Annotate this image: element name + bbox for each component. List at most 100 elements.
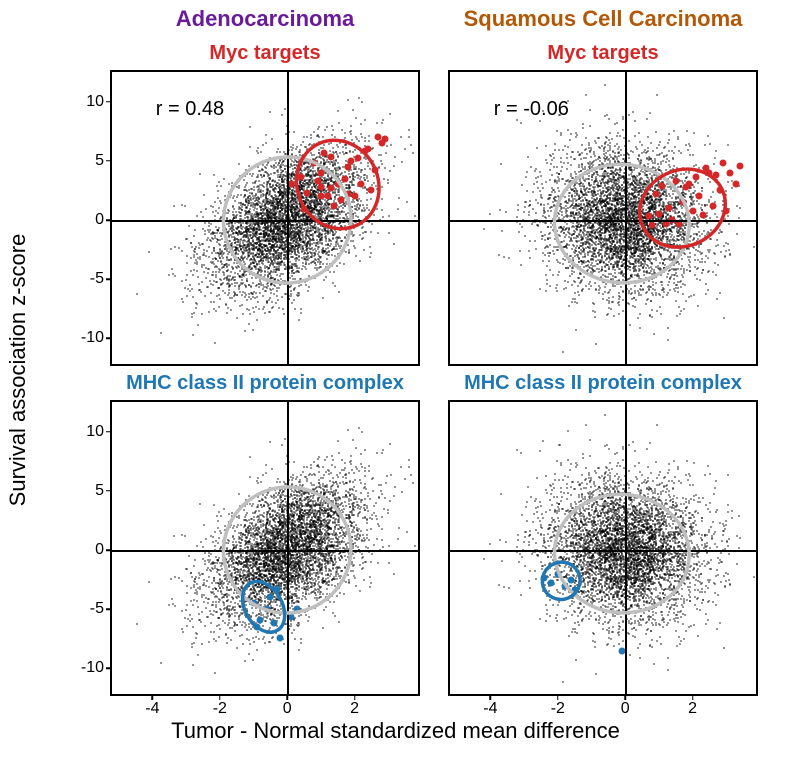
highlight-point: [645, 213, 652, 220]
column-header-text: Adenocarcinoma: [176, 6, 355, 31]
x-tick-label: -2: [213, 694, 227, 718]
panel-adeno-mhc: -10-50510-4-202: [110, 400, 420, 696]
highlight-point: [250, 600, 257, 607]
x-axis-label: Tumor - Normal standardized mean differe…: [171, 718, 620, 744]
highlight-point: [689, 207, 696, 214]
x-tick-label: 0: [283, 694, 292, 718]
column-header-squamous: Squamous Cell Carcinoma: [448, 6, 758, 32]
y-tick-label: 0: [95, 541, 112, 559]
highlight-point: [659, 182, 666, 189]
y-tick-label: 0: [95, 211, 112, 229]
highlight-point: [571, 587, 578, 594]
x-tick-label: 2: [688, 694, 697, 718]
panel-subtitle-myc-left: Myc targets: [110, 42, 420, 65]
column-header-text: Squamous Cell Carcinoma: [464, 6, 743, 31]
highlight-point: [328, 154, 335, 161]
highlight-point: [655, 211, 662, 218]
highlight-point: [548, 580, 555, 587]
y-tick-label: -10: [81, 659, 112, 677]
y-tick-label: -10: [81, 329, 112, 347]
x-tick-label: -2: [551, 694, 565, 718]
highlight-point: [331, 202, 338, 209]
zero-line-horizontal: [450, 550, 756, 552]
panel-subtitle-text: Myc targets: [547, 42, 658, 64]
highlight-point: [334, 181, 341, 188]
x-tick-label: -4: [145, 694, 159, 718]
highlight-point: [709, 202, 716, 209]
y-axis-label-text: Survival association z-score: [5, 234, 30, 507]
highlight-point: [324, 193, 331, 200]
zero-line-vertical: [287, 72, 289, 364]
highlight-point: [297, 174, 304, 181]
highlight-point: [317, 169, 324, 176]
highlight-point: [311, 160, 318, 167]
highlight-point: [713, 172, 720, 179]
y-tick-label: 10: [86, 93, 112, 111]
highlight-point: [736, 162, 743, 169]
correlation-text: r = 0.48: [156, 98, 224, 121]
panel-squamous-mhc: -4-202: [448, 400, 758, 696]
highlight-point: [257, 616, 264, 623]
highlight-point: [338, 196, 345, 203]
highlight-point: [726, 169, 733, 176]
highlight-point: [568, 576, 575, 583]
highlight-point: [365, 145, 372, 152]
y-tick-label: -5: [90, 600, 112, 618]
y-tick-label: 5: [95, 152, 112, 170]
highlight-point: [381, 136, 388, 143]
correlation-text: r = -0.06: [494, 98, 569, 121]
highlight-point: [686, 181, 693, 188]
y-axis-label: Survival association z-score: [5, 234, 31, 507]
zero-line-vertical: [287, 402, 289, 694]
x-tick-label: -4: [483, 694, 497, 718]
highlight-point: [561, 582, 568, 589]
column-header-adenocarcinoma: Adenocarcinoma: [110, 6, 420, 32]
figure-root: Adenocarcinoma Squamous Cell Carcinoma M…: [0, 0, 791, 758]
highlight-point: [304, 189, 311, 196]
panel-subtitle-text: MHC class II protein complex: [464, 372, 742, 394]
highlight-point: [679, 199, 686, 206]
highlight-point: [541, 575, 548, 582]
highlight-point: [716, 187, 723, 194]
highlight-point: [649, 221, 656, 228]
highlight-point: [692, 174, 699, 181]
x-tick-label: 2: [350, 694, 359, 718]
highlight-point: [354, 155, 361, 162]
panel-subtitle-mhc-left: MHC class II protein complex: [110, 372, 420, 395]
highlight-point: [348, 157, 355, 164]
highlight-point: [368, 187, 375, 194]
highlight-point: [253, 623, 260, 630]
highlight-point: [314, 177, 321, 184]
highlight-point: [321, 149, 328, 156]
zero-line-vertical: [625, 402, 627, 694]
x-axis-label-text: Tumor - Normal standardized mean differe…: [171, 718, 620, 743]
y-tick-label: 5: [95, 482, 112, 500]
zero-line-horizontal: [112, 550, 418, 552]
panel-subtitle-mhc-right: MHC class II protein complex: [448, 372, 758, 395]
highlight-point: [723, 207, 730, 214]
highlight-point: [696, 193, 703, 200]
panel-subtitle-text: Myc targets: [209, 42, 320, 64]
y-tick-label: 10: [86, 423, 112, 441]
highlight-point: [371, 167, 378, 174]
highlight-point: [301, 206, 308, 213]
highlight-point: [699, 212, 706, 219]
highlight-point: [264, 606, 271, 613]
highlight-point: [341, 175, 348, 182]
zero-line-horizontal: [450, 220, 756, 222]
highlight-point: [277, 634, 284, 641]
highlight-point: [672, 177, 679, 184]
panel-subtitle-myc-right: Myc targets: [448, 42, 758, 65]
panel-subtitle-text: MHC class II protein complex: [126, 372, 404, 394]
highlight-point: [666, 205, 673, 212]
highlight-point: [270, 620, 277, 627]
highlight-point: [719, 160, 726, 167]
zero-line-horizontal: [112, 220, 418, 222]
highlight-point: [358, 181, 365, 188]
highlight-point: [317, 183, 324, 190]
highlight-point: [554, 570, 561, 577]
highlight-point: [294, 606, 301, 613]
highlight-point: [351, 193, 358, 200]
highlight-point: [652, 190, 659, 197]
panel-adeno-myc: r = 0.48-10-50510: [110, 70, 420, 366]
